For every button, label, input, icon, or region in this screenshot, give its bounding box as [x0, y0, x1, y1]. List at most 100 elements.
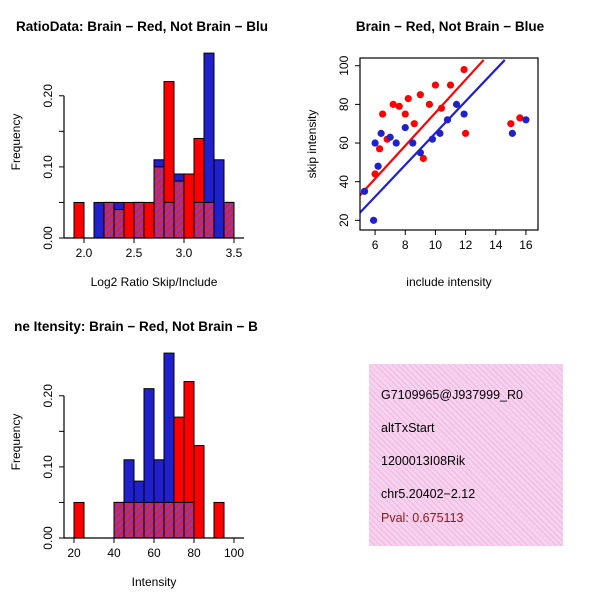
x-tick-label: 3.5 — [226, 246, 243, 260]
chart-title: RatioData: Brain − Red, Not Brain − Blu — [16, 19, 268, 34]
blue-data-point — [452, 100, 461, 108]
x-tick-label: 100 — [224, 546, 244, 560]
y-tick-label: 20 — [337, 213, 351, 227]
histogram-overlap — [173, 501, 185, 539]
blue-data-point — [369, 216, 378, 224]
y-tick-label: 0.00 — [41, 226, 55, 250]
y-tick-label: 0.20 — [41, 84, 55, 108]
blue-data-point — [386, 133, 394, 141]
red-data-point — [401, 110, 409, 118]
histogram-overlap — [193, 201, 205, 239]
red-data-point — [371, 170, 379, 178]
red-data-point — [461, 129, 470, 137]
red-data-point — [425, 100, 433, 108]
blue-data-point — [409, 139, 417, 147]
intensity-histogram: ne Itensity: Brain − Red, Not Brain − B I… — [9, 319, 258, 589]
red-fit-line — [359, 59, 485, 196]
y-tick-label: 0.10 — [41, 155, 55, 179]
pval-text: Pval: 0.675113 — [381, 511, 464, 525]
y-tick-label: 0.00 — [41, 526, 55, 550]
y-axis-label: skip intensity — [305, 110, 319, 179]
red-data-point — [404, 94, 412, 103]
red-data-point — [389, 100, 397, 108]
x-tick-label: 20 — [67, 546, 81, 560]
blue-data-point — [508, 129, 516, 137]
histogram-bar — [213, 159, 225, 239]
x-tick-label: 6 — [372, 238, 379, 252]
histogram-overlap — [163, 501, 175, 539]
histogram-overlap — [203, 201, 215, 239]
x-tick-label: 16 — [519, 238, 533, 252]
red-data-point — [419, 154, 427, 163]
y-tick-label: 0.10 — [41, 455, 55, 479]
x-tick-label: 40 — [107, 546, 121, 560]
x-tick-label: 8 — [402, 238, 409, 252]
histogram-overlap — [163, 201, 175, 239]
histogram-overlap — [113, 501, 125, 539]
x-tick-label: 12 — [459, 238, 473, 252]
red-data-point — [516, 114, 524, 122]
y-tick-label: 100 — [337, 55, 351, 75]
red-data-point — [507, 120, 515, 128]
blue-data-point — [443, 116, 452, 124]
histogram-bar — [93, 201, 105, 239]
x-tick-label: 80 — [187, 546, 201, 560]
x-tick-label: 14 — [489, 238, 503, 252]
red-data-point — [376, 145, 384, 153]
event-type-text: altTxStart — [381, 421, 435, 435]
histogram-overlap — [103, 201, 115, 239]
chart-title: Brain − Red, Not Brain − Blue — [356, 19, 545, 34]
plot-box — [359, 57, 539, 231]
histogram-overlap — [113, 209, 125, 239]
gene-name-text: 1200013I08Rik — [381, 454, 466, 468]
x-axis-label: Intensity — [132, 575, 177, 589]
red-data-point — [410, 120, 418, 128]
red-data-point — [431, 81, 440, 89]
histogram-bar — [73, 501, 85, 539]
histogram-bar — [183, 173, 195, 239]
blue-data-point — [436, 129, 444, 137]
chart-title: ne Itensity: Brain − Red, Not Brain − B — [14, 319, 258, 334]
blue-data-point — [522, 116, 530, 124]
probe-id-text: G7109965@J937999_R0 — [381, 388, 523, 402]
blue-data-point — [460, 110, 468, 118]
histogram-overlap — [133, 201, 145, 239]
y-axis-label: Frequency — [9, 114, 23, 171]
x-tick-label: 2.5 — [126, 246, 143, 260]
blue-data-point — [360, 187, 369, 195]
histogram-overlap — [223, 201, 235, 239]
blue-data-point — [401, 123, 409, 132]
y-axis-label: Frequency — [9, 414, 23, 471]
info-box: G7109965@J937999_R0 altTxStart 1200013I0… — [369, 364, 563, 546]
red-data-point — [395, 102, 403, 110]
histogram-bar — [213, 501, 225, 539]
histogram-overlap — [153, 166, 165, 239]
blue-data-point — [371, 139, 379, 147]
histogram-overlap — [123, 501, 135, 539]
x-tick-label: 60 — [147, 546, 161, 560]
blue-data-point — [392, 139, 400, 147]
histogram-overlap — [183, 501, 195, 539]
histogram-bar — [73, 201, 85, 239]
histogram-bar — [143, 201, 155, 239]
x-axis-label: include intensity — [406, 275, 491, 289]
histogram-overlap — [173, 180, 185, 239]
x-tick-label: 3.0 — [176, 246, 193, 260]
histogram-bar — [123, 201, 135, 239]
y-tick-label: 0.20 — [41, 384, 55, 408]
blue-data-point — [416, 149, 424, 157]
red-data-point — [437, 104, 446, 112]
y-tick-label: 60 — [337, 136, 351, 150]
y-tick-label: 40 — [337, 175, 351, 189]
intensity-scatterplot: Brain − Red, Not Brain − Blue include int… — [305, 19, 545, 289]
red-data-point — [416, 91, 424, 99]
red-data-point — [446, 81, 455, 89]
histogram-bar — [193, 445, 205, 539]
x-axis-label: Log2 Ratio Skip/Include — [91, 275, 218, 289]
blue-data-point — [428, 135, 437, 143]
y-tick-label: 80 — [337, 97, 351, 111]
x-tick-label: 2.0 — [76, 246, 93, 260]
blue-data-point — [377, 129, 385, 137]
histogram-overlap — [133, 501, 145, 539]
locus-text: chr5.20402−2.12 — [381, 487, 476, 501]
